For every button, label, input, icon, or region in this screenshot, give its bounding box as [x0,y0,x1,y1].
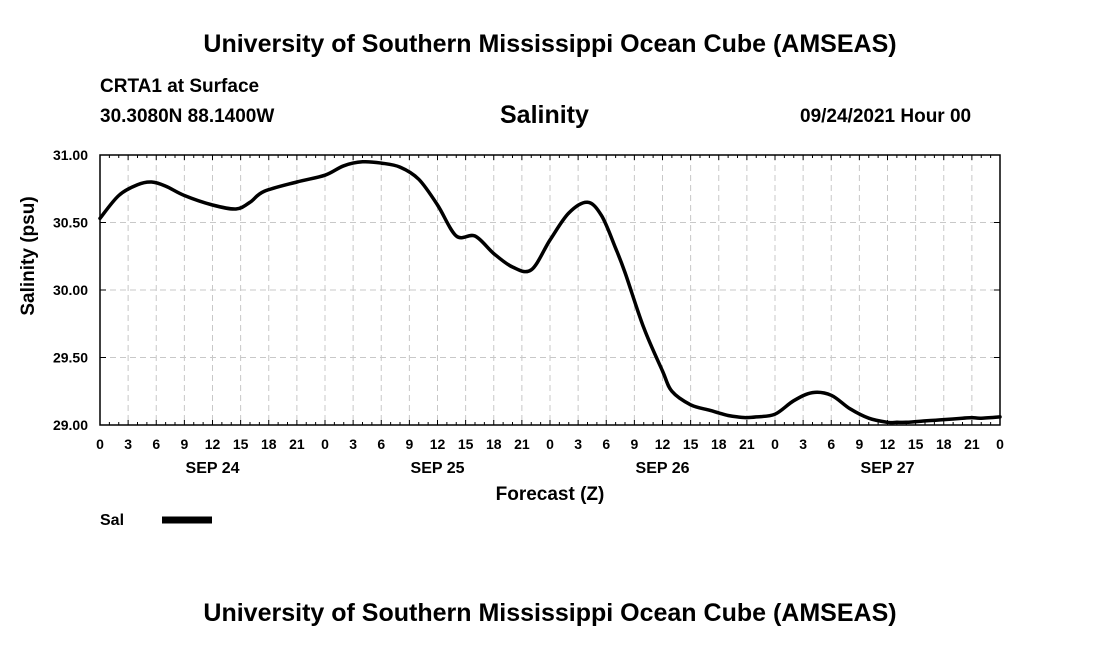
y-tick-label: 31.00 [53,147,88,163]
date-label: SEP 26 [636,460,690,477]
x-tick-label: 3 [799,436,807,452]
x-tick-label: 0 [996,436,1004,452]
x-tick-label: 6 [377,436,385,452]
chart-title-bottom: University of Southern Mississippi Ocean… [203,599,897,627]
x-tick-label: 0 [321,436,329,452]
x-tick-label: 15 [233,436,249,452]
y-tick-label: 29.00 [53,417,88,433]
series-line-sal [98,159,1002,425]
legend: Sal [100,512,212,529]
x-axis-label: Forecast (Z) [496,484,605,505]
coordinates-label: 30.3080N 88.1400W [100,106,275,127]
y-tick-label: 30.50 [53,215,88,231]
x-tick-label: 6 [152,436,160,452]
x-tick-label: 6 [827,436,835,452]
date-label: SEP 25 [411,460,465,477]
x-tick-label: 9 [855,436,863,452]
x-tick-label: 12 [430,436,446,452]
x-tick-label: 18 [711,436,727,452]
x-tick-label: 0 [771,436,779,452]
y-axis-label: Salinity (psu) [18,196,39,315]
x-tick-label: 15 [908,436,924,452]
forecast-date-label: 09/24/2021 Hour 00 [800,106,972,127]
variable-title: Salinity [500,101,589,129]
grid [100,155,1000,425]
x-tick-label: 21 [514,436,530,452]
x-tick-label: 15 [683,436,699,452]
x-tick-label: 9 [180,436,188,452]
tick-labels: 0 3 6 9 12 15 18 21 0 3 6 9 12 15 18 21 0 3 6 9 12 15 18 21 0 3 6 9… [53,147,1004,477]
y-tick-label: 30.00 [53,282,88,298]
date-label: SEP 24 [186,460,240,477]
station-label: CRTA1 at Surface [100,76,260,97]
x-tick-label: 0 [96,436,104,452]
chart-title-top: University of Southern Mississippi Ocean… [203,30,897,58]
x-tick-label: 9 [630,436,638,452]
x-tick-label: 0 [546,436,554,452]
x-tick-label: 21 [739,436,755,452]
x-tick-label: 18 [486,436,502,452]
x-tick-label: 15 [458,436,474,452]
date-label: SEP 27 [861,460,915,477]
x-tick-label: 3 [124,436,132,452]
x-tick-label: 12 [205,436,221,452]
x-tick-label: 21 [964,436,980,452]
x-tick-label: 18 [261,436,277,452]
legend-label-sal: Sal [100,512,124,529]
x-tick-label: 3 [349,436,357,452]
y-tick-label: 29.50 [53,350,88,366]
x-tick-label: 21 [289,436,305,452]
axis-ticks [99,154,1001,426]
x-tick-label: 9 [405,436,413,452]
x-tick-label: 12 [655,436,671,452]
x-tick-label: 12 [880,436,896,452]
x-tick-label: 18 [936,436,952,452]
x-tick-label: 3 [574,436,582,452]
x-tick-label: 6 [602,436,610,452]
